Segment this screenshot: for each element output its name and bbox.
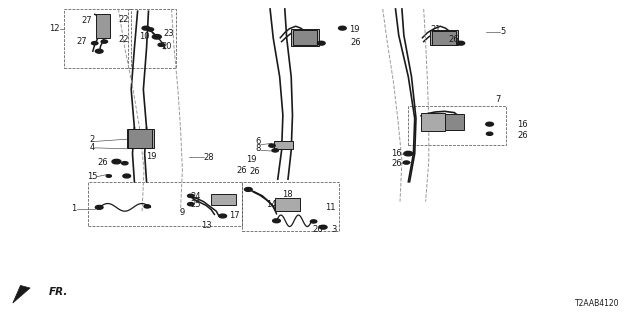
Text: 21: 21 bbox=[430, 25, 440, 34]
Text: 27: 27 bbox=[77, 37, 87, 46]
Text: 3: 3 bbox=[332, 225, 337, 234]
FancyBboxPatch shape bbox=[128, 129, 152, 148]
Circle shape bbox=[122, 162, 128, 165]
Text: 28: 28 bbox=[204, 153, 214, 162]
Text: 2: 2 bbox=[90, 135, 95, 144]
Circle shape bbox=[158, 43, 164, 46]
Text: 12: 12 bbox=[49, 24, 60, 33]
Text: FR.: FR. bbox=[49, 287, 68, 298]
Circle shape bbox=[219, 214, 227, 218]
Text: 26: 26 bbox=[312, 225, 323, 234]
Text: 15: 15 bbox=[87, 172, 97, 181]
Text: 19: 19 bbox=[146, 152, 156, 161]
Text: 16: 16 bbox=[391, 149, 402, 158]
Circle shape bbox=[147, 28, 154, 31]
Text: 20: 20 bbox=[161, 42, 172, 51]
Circle shape bbox=[144, 205, 150, 208]
Circle shape bbox=[319, 225, 327, 229]
Circle shape bbox=[95, 205, 103, 209]
Text: 26: 26 bbox=[250, 167, 260, 176]
FancyBboxPatch shape bbox=[293, 30, 317, 45]
Circle shape bbox=[95, 49, 103, 53]
Text: 14: 14 bbox=[266, 200, 276, 209]
FancyBboxPatch shape bbox=[430, 30, 458, 45]
Circle shape bbox=[272, 149, 278, 152]
Text: 9: 9 bbox=[180, 208, 185, 217]
FancyBboxPatch shape bbox=[211, 194, 236, 205]
Circle shape bbox=[310, 220, 317, 223]
Text: 22: 22 bbox=[118, 36, 129, 44]
Text: 8: 8 bbox=[256, 144, 261, 153]
Circle shape bbox=[404, 151, 413, 156]
Text: 26: 26 bbox=[351, 38, 362, 47]
Text: 26: 26 bbox=[237, 166, 248, 175]
Text: 6: 6 bbox=[256, 137, 261, 146]
Text: 17: 17 bbox=[229, 212, 240, 220]
Circle shape bbox=[486, 122, 493, 126]
Text: 1: 1 bbox=[72, 204, 77, 213]
Circle shape bbox=[188, 194, 194, 197]
Text: 18: 18 bbox=[282, 190, 292, 199]
Polygon shape bbox=[13, 285, 30, 303]
Circle shape bbox=[112, 159, 121, 164]
Text: T2AAB4120: T2AAB4120 bbox=[575, 299, 620, 308]
Circle shape bbox=[457, 41, 465, 45]
Circle shape bbox=[123, 174, 131, 178]
Circle shape bbox=[101, 40, 108, 43]
Text: 11: 11 bbox=[325, 204, 335, 212]
Circle shape bbox=[339, 26, 346, 30]
Circle shape bbox=[273, 219, 280, 223]
Circle shape bbox=[106, 175, 111, 177]
Text: 10: 10 bbox=[140, 32, 150, 41]
Circle shape bbox=[403, 161, 410, 164]
Text: 27: 27 bbox=[81, 16, 92, 25]
FancyBboxPatch shape bbox=[445, 114, 464, 130]
Text: 5: 5 bbox=[500, 28, 506, 36]
Text: 26: 26 bbox=[517, 131, 528, 140]
Circle shape bbox=[317, 41, 325, 45]
Text: 26: 26 bbox=[97, 158, 108, 167]
Circle shape bbox=[244, 188, 252, 191]
Text: 16: 16 bbox=[517, 120, 528, 129]
Text: 19: 19 bbox=[349, 25, 359, 34]
Circle shape bbox=[269, 144, 275, 147]
FancyBboxPatch shape bbox=[275, 198, 300, 211]
Text: 26: 26 bbox=[448, 36, 459, 44]
Text: 4: 4 bbox=[90, 143, 95, 152]
FancyBboxPatch shape bbox=[291, 29, 319, 46]
FancyBboxPatch shape bbox=[127, 129, 154, 148]
Text: 7: 7 bbox=[495, 95, 500, 104]
Text: 19: 19 bbox=[246, 156, 257, 164]
Text: 26: 26 bbox=[391, 159, 402, 168]
Circle shape bbox=[142, 26, 150, 30]
Text: 23: 23 bbox=[163, 29, 174, 38]
Circle shape bbox=[92, 42, 98, 45]
Text: 24: 24 bbox=[191, 192, 201, 201]
Circle shape bbox=[152, 35, 161, 39]
Circle shape bbox=[188, 203, 194, 206]
FancyBboxPatch shape bbox=[274, 141, 293, 149]
FancyBboxPatch shape bbox=[432, 31, 456, 45]
FancyBboxPatch shape bbox=[421, 113, 445, 131]
Text: 25: 25 bbox=[191, 200, 201, 209]
Text: 13: 13 bbox=[201, 221, 211, 230]
FancyBboxPatch shape bbox=[96, 14, 110, 38]
Circle shape bbox=[486, 132, 493, 135]
Text: 22: 22 bbox=[118, 15, 129, 24]
